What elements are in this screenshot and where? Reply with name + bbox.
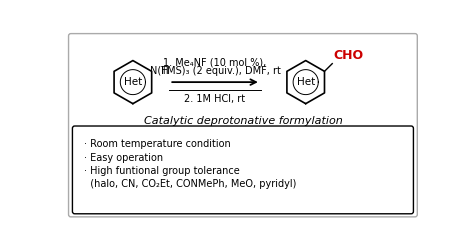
Text: N(TMS)₃ (2 equiv.), DMF, rt: N(TMS)₃ (2 equiv.), DMF, rt xyxy=(150,66,281,76)
Text: Het: Het xyxy=(124,77,142,87)
Text: · Easy operation: · Easy operation xyxy=(84,153,163,163)
Text: Het: Het xyxy=(297,77,315,87)
Text: · High funtional group tolerance: · High funtional group tolerance xyxy=(84,166,240,176)
Text: (halo, CN, CO₂Et, CONMePh, MeO, pyridyl): (halo, CN, CO₂Et, CONMePh, MeO, pyridyl) xyxy=(84,179,296,189)
Text: · Room temperature condition: · Room temperature condition xyxy=(84,139,231,149)
Text: H: H xyxy=(161,66,169,76)
Text: 2. 1M HCl, rt: 2. 1M HCl, rt xyxy=(184,94,246,104)
FancyBboxPatch shape xyxy=(73,126,413,214)
Text: 1. Me₄NF (10 mol %),: 1. Me₄NF (10 mol %), xyxy=(164,57,267,67)
FancyBboxPatch shape xyxy=(69,34,417,217)
Text: CHO: CHO xyxy=(333,49,363,62)
Text: Catalytic deprotonative formylation: Catalytic deprotonative formylation xyxy=(144,116,342,126)
